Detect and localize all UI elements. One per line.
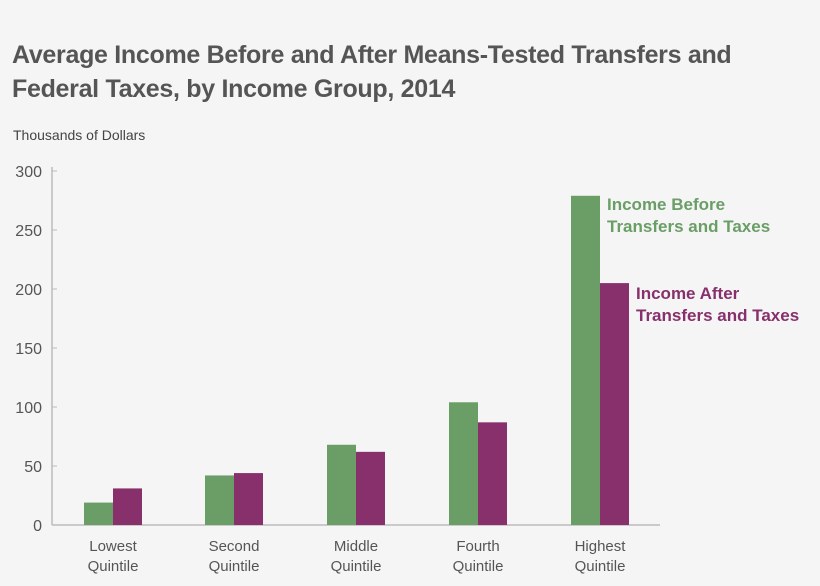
y-tick-label: 0 <box>33 518 42 535</box>
y-tick-label: 100 <box>15 400 42 417</box>
bar-after-0 <box>113 488 142 525</box>
y-tick-label: 200 <box>15 282 42 299</box>
bar-after-2 <box>356 451 385 525</box>
x-tick-label: Middle Quintile <box>331 538 382 575</box>
x-tick-label: Second Quintile <box>209 538 260 575</box>
bar-after-3 <box>478 422 507 525</box>
y-tick-label: 150 <box>15 341 42 358</box>
bar-after-1 <box>234 473 263 525</box>
x-tick-label: Lowest Quintile <box>88 538 139 575</box>
bar-before-4 <box>571 195 600 525</box>
bar-before-3 <box>449 402 478 525</box>
y-tick-label: 300 <box>15 164 42 181</box>
legend-label-before: Income Before Transfers and Taxes <box>607 195 770 236</box>
bar-before-1 <box>205 475 234 525</box>
bar-after-4 <box>600 283 629 525</box>
chart-title: Average Income Before and After Means-Te… <box>12 41 732 103</box>
bar-before-0 <box>84 502 113 525</box>
y-tick-label: 50 <box>24 459 42 476</box>
y-tick-label: 250 <box>15 223 42 240</box>
legend-label-after: Income After Transfers and Taxes <box>636 284 799 325</box>
y-axis-label: Thousands of Dollars <box>13 127 146 143</box>
x-tick-label: Fourth Quintile <box>453 538 504 575</box>
bar-before-2 <box>327 444 356 525</box>
x-tick-label: Highest Quintile <box>575 538 627 575</box>
